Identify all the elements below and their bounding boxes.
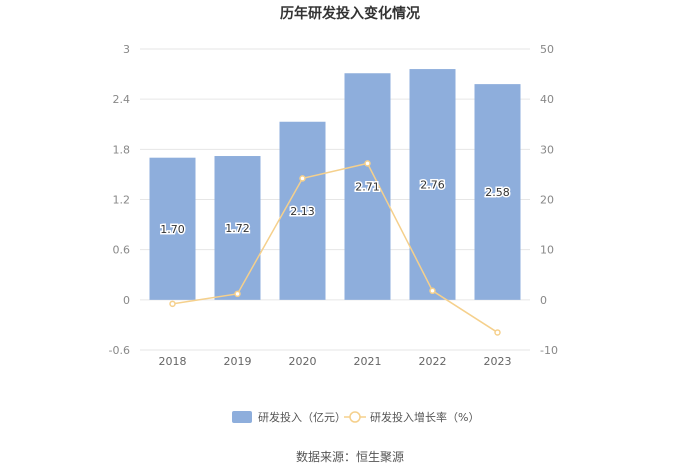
bar [344,73,391,300]
right-tick-label: 20 [540,194,554,207]
x-tick-label: 2020 [289,355,317,368]
left-tick-label: 0 [123,294,130,307]
x-tick-label: 2022 [419,355,447,368]
right-axis: 50 40 30 20 10 0 -10 [540,43,558,357]
left-axis: 3 2.4 1.8 1.2 0.6 0 -0.6 [109,43,130,357]
growth-point [494,329,501,336]
growth-point [429,287,436,295]
legend-label-bar: 研发投入（亿元） [258,410,346,424]
legend-swatch-point [349,411,361,423]
growth-line [172,162,498,334]
bar-data-label: 2.58 [485,186,510,199]
legend-swatch-bar [232,411,252,423]
bar [214,156,261,300]
grid [140,48,530,351]
x-tick-label: 2021 [354,355,382,368]
legend-label-line: 研发投入增长率（%） [370,410,479,424]
bar [149,157,196,300]
right-tick-label: 40 [540,93,554,106]
right-tick-label: 0 [540,294,547,307]
left-tick-label: 2.4 [113,93,131,106]
x-tick-label: 2019 [224,355,252,368]
left-tick-label: 3 [123,43,130,56]
x-tick-label: 2018 [159,355,187,368]
bar [279,121,326,300]
source-note: 数据来源：恒生聚源 [296,449,404,464]
chart-title: 历年研发投入变化情况 [280,5,420,22]
growth-point [299,175,306,182]
bar-data-label: 2.13 [290,205,315,218]
growth-point [234,290,241,298]
bar-data-label: 2.71 [355,181,380,194]
x-tick-label: 2023 [484,355,512,368]
growth-point [364,160,371,167]
left-tick-label: 1.8 [113,143,131,156]
x-axis: 2018 2019 2020 2021 2022 2023 [159,355,512,368]
right-tick-label: 50 [540,43,554,56]
right-tick-label: 10 [540,244,554,257]
bar-data-labels: 1.70 1.72 2.13 2.71 2.76 2.58 [159,177,512,237]
right-tick-label: -10 [540,344,558,357]
bar-series [149,69,521,300]
left-tick-label: 0.6 [113,244,131,257]
right-tick-label: 30 [540,143,554,156]
bar-data-label: 1.72 [225,222,250,235]
bar-data-label: 1.70 [160,223,185,236]
left-tick-label: -0.6 [109,344,130,357]
bar [474,84,521,300]
legend: 研发投入（亿元） 研发投入增长率（%） [232,410,479,424]
left-tick-label: 1.2 [113,194,131,207]
bar-data-label: 2.76 [420,178,445,191]
growth-point [169,300,176,308]
line-series [169,160,501,336]
